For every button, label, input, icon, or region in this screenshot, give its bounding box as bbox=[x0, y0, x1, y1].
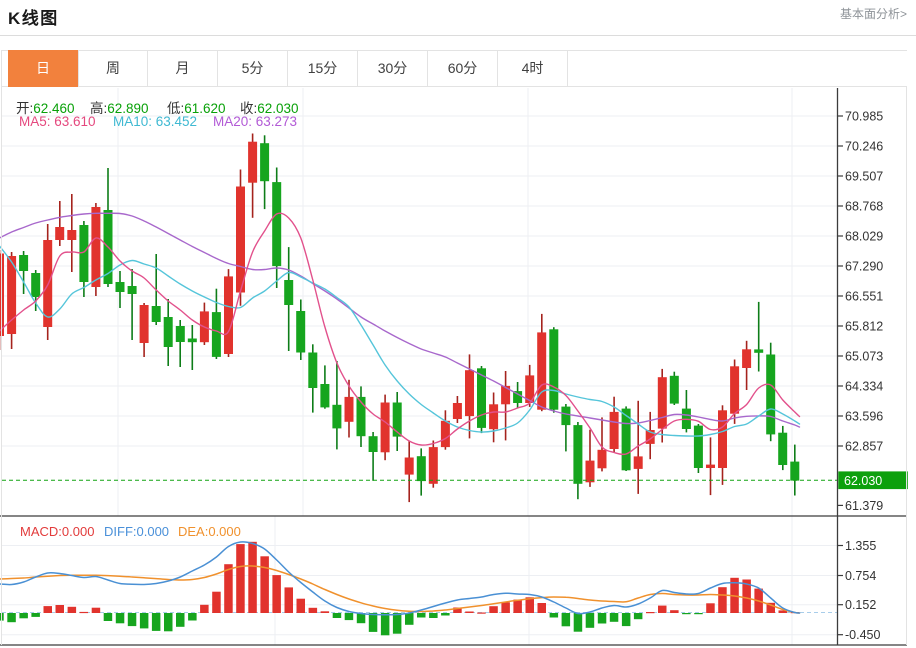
svg-text:66.551: 66.551 bbox=[845, 290, 883, 304]
svg-text:1.355: 1.355 bbox=[845, 539, 876, 553]
svg-text:64.334: 64.334 bbox=[845, 380, 883, 394]
svg-text:0.754: 0.754 bbox=[845, 569, 876, 583]
svg-text:69.507: 69.507 bbox=[845, 170, 883, 184]
svg-text:68.768: 68.768 bbox=[845, 200, 883, 214]
svg-text:67.290: 67.290 bbox=[845, 260, 883, 274]
svg-text:0.152: 0.152 bbox=[845, 598, 876, 612]
svg-text:-0.450: -0.450 bbox=[845, 628, 880, 642]
svg-text:62.030: 62.030 bbox=[844, 474, 882, 488]
svg-text:62.857: 62.857 bbox=[845, 440, 883, 454]
svg-text:65.073: 65.073 bbox=[845, 350, 883, 364]
svg-text:63.596: 63.596 bbox=[845, 410, 883, 424]
svg-text:61.379: 61.379 bbox=[845, 499, 883, 513]
svg-text:70.246: 70.246 bbox=[845, 140, 883, 154]
svg-text:65.812: 65.812 bbox=[845, 320, 883, 334]
svg-text:70.985: 70.985 bbox=[845, 110, 883, 124]
svg-text:68.029: 68.029 bbox=[845, 230, 883, 244]
